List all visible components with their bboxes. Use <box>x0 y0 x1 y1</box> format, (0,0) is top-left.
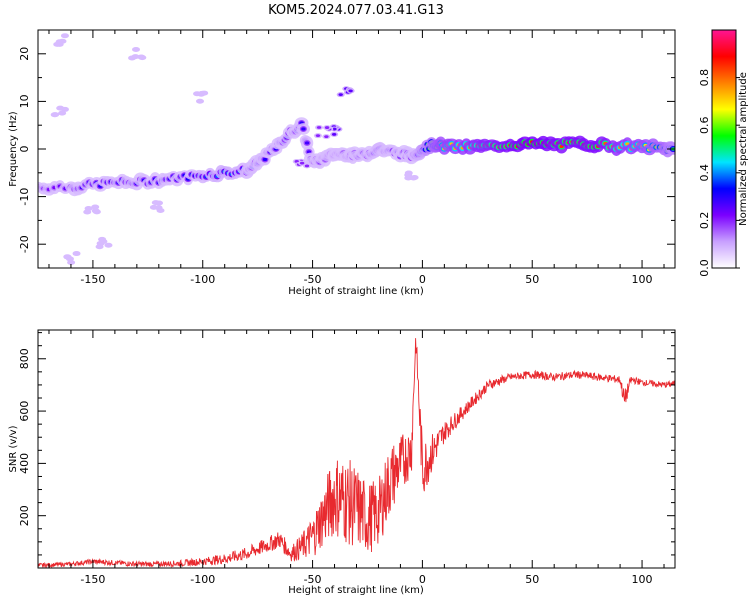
heatmap-island <box>60 33 69 39</box>
heatmap-island <box>132 46 141 52</box>
heatmap-island-core <box>304 164 310 168</box>
heatmap-island <box>95 244 104 250</box>
heatmap-island <box>137 54 146 60</box>
heatmap-island <box>58 110 67 116</box>
snr-x-tick-label: -50 <box>304 573 322 586</box>
heatmap-x-axis-label: Height of straight line (km) <box>288 286 424 297</box>
snr-x-tick-label: -150 <box>80 573 105 586</box>
heatmap-island <box>149 204 158 210</box>
snr-x-tick-label: 50 <box>525 573 539 586</box>
snr-x-tick-label: 0 <box>419 573 426 586</box>
snr-x-tick-label: -100 <box>190 573 215 586</box>
heatmap-island <box>131 54 140 60</box>
colorbar-tick-label: 0.0 <box>698 259 711 277</box>
colorbar-tick-label: 0.8 <box>698 69 711 87</box>
heatmap-island <box>404 172 413 178</box>
heatmap-island <box>196 98 205 104</box>
colorbar-tick-label: 0.4 <box>698 164 711 182</box>
heatmap-x-tick-label: -50 <box>304 273 322 286</box>
heatmap-island <box>409 175 418 181</box>
snr-y-tick-label: 600 <box>18 401 31 422</box>
colorbar-frame <box>711 29 737 269</box>
chart-title: KOM5.2024.077.03.41.G13 <box>268 3 444 18</box>
snr-x-tick-label: 100 <box>632 573 653 586</box>
heatmap-cell-core <box>306 150 312 154</box>
heatmap-cell-core <box>262 157 268 162</box>
heatmap-y-tick-label: 20 <box>18 47 31 61</box>
snr-x-ticks: -150 -100 -50 0 50 100 <box>48 330 665 586</box>
heatmap-island <box>56 105 65 111</box>
colorbar-gradient <box>712 30 736 268</box>
heatmap-island <box>104 242 113 248</box>
heatmap-island <box>156 208 165 214</box>
colorbar-label: Normalized spectral amplitude <box>738 72 749 226</box>
heatmap-island-core <box>332 127 337 131</box>
snr-x-axis-label: Height of straight line (km) <box>288 585 424 596</box>
snr-frame <box>37 329 676 569</box>
heatmap-island <box>91 208 100 214</box>
heatmap-island <box>65 256 74 262</box>
heatmap-y-tick-label: 10 <box>18 94 31 108</box>
heatmap-island-core <box>315 134 321 138</box>
heatmap-island <box>91 204 100 210</box>
heatmap-island <box>198 90 207 96</box>
snr-y-axis-label: SNR (v/v) <box>8 425 19 472</box>
heatmap-x-tick-label: 0 <box>419 273 426 286</box>
heatmap-y-tick-label: -10 <box>18 188 31 206</box>
heatmap-island <box>72 251 81 257</box>
heatmap-y-ticks: -20 -10 0 10 20 <box>18 29 675 269</box>
heatmap-x-tick-label: -150 <box>80 273 105 286</box>
heatmap-island <box>98 236 107 242</box>
heatmap-island <box>51 112 60 118</box>
heatmap-x-tick-label: 100 <box>632 273 653 286</box>
heatmap-island-core <box>338 93 343 97</box>
snr-y-tick-label: 400 <box>18 453 31 474</box>
colorbar: 0.0 0.2 0.4 0.6 0.8 Normalized spectral ampl… <box>698 29 749 277</box>
snr-y-tick-label: 200 <box>18 505 31 526</box>
heatmap-y-tick-label: -20 <box>18 235 31 253</box>
heatmap-island <box>58 38 67 44</box>
heatmap-island-core <box>324 126 330 129</box>
heatmap-cell-core <box>301 127 306 131</box>
heatmap-x-tick-label: 50 <box>525 273 539 286</box>
heatmap-x-tick-label: -100 <box>190 273 215 286</box>
snr-panel: -150 -100 -50 0 50 100 200 400 600 800 Height of… <box>8 329 676 596</box>
heatmap-island-core <box>299 161 305 165</box>
heatmap-island-core <box>324 135 329 139</box>
colorbar-tick-label: 0.6 <box>698 116 711 134</box>
snr-y-tick-label: 800 <box>18 348 31 369</box>
snr-series-line <box>38 338 675 568</box>
colorbar-tick-label: 0.2 <box>698 212 711 230</box>
heatmap-island-core <box>348 89 353 93</box>
heatmap-y-tick-label: 0 <box>18 146 31 153</box>
colorbar-ticks: 0.0 0.2 0.4 0.6 0.8 <box>698 69 740 277</box>
heatmap-island-core <box>316 126 322 129</box>
heatmap-island-core <box>331 132 337 136</box>
heatmap-island <box>155 200 164 206</box>
heatmap-island <box>84 205 93 211</box>
heatmap-y-axis-label: Frequency (Hz) <box>8 111 19 187</box>
heatmap-x-ticks: -150 -100 -50 0 50 100 <box>48 30 665 286</box>
heatmap-marks <box>38 33 675 266</box>
snr-y-ticks: 200 400 600 800 <box>18 332 675 569</box>
heatmap-cell-core <box>304 141 310 145</box>
